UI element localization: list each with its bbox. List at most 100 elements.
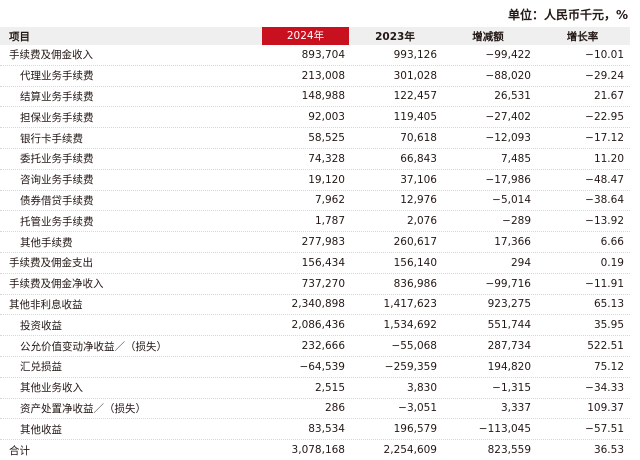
cell-growth-rate: −17.12 [585, 132, 624, 145]
cell-change: 923,275 [487, 298, 531, 311]
cell-growth-rate: 522.51 [587, 340, 624, 353]
cell-2023: 196,579 [393, 423, 437, 436]
cell-change: −113,045 [478, 423, 531, 436]
header-growth-rate: 增长率 [566, 30, 599, 43]
cell-2024: 277,983 [301, 236, 345, 249]
row-label: 担保业务手续费 [20, 111, 94, 124]
cell-growth-rate: 75.12 [593, 360, 624, 373]
cell-growth-rate: −11.91 [585, 277, 624, 290]
cell-2023: 122,457 [393, 90, 437, 103]
cell-2023: 1,417,623 [383, 298, 437, 311]
cell-change: 287,734 [487, 340, 531, 353]
table-row: 其他收益 83,534 196,579 −113,045 −57.51 [0, 419, 630, 441]
cell-growth-rate: −10.01 [585, 48, 624, 61]
cell-growth-rate: −13.92 [585, 215, 624, 228]
cell-2024: 58,525 [308, 132, 345, 145]
row-label: 代理业务手续费 [20, 70, 94, 83]
row-label: 结算业务手续费 [20, 90, 94, 103]
cell-change: −5,014 [492, 194, 531, 207]
cell-2024: 232,666 [301, 340, 345, 353]
cell-2023: 260,617 [393, 236, 437, 249]
cell-change: 551,744 [487, 319, 531, 332]
table-row: 其他手续费 277,983 260,617 17,366 6.66 [0, 232, 630, 253]
cell-2023: 37,106 [400, 173, 437, 186]
cell-2023: 156,140 [393, 256, 437, 269]
header-change: 增减额 [472, 30, 504, 43]
row-label: 其他业务收入 [20, 382, 83, 395]
row-label: 委托业务手续费 [20, 153, 94, 166]
cell-2023: 836,986 [393, 277, 437, 290]
row-label: 手续费及佣金收入 [9, 49, 93, 62]
table-body: 手续费及佣金收入 893,704 993,126 −99,422 −10.01 代理业务手… [0, 45, 630, 460]
header-item: 项目 [9, 30, 30, 43]
cell-2023: −55,068 [391, 340, 437, 353]
cell-2023: 993,126 [393, 48, 437, 61]
cell-2024: 2,515 [314, 381, 345, 394]
cell-2024: 2,086,436 [291, 319, 345, 332]
cell-growth-rate: 36.53 [593, 444, 624, 457]
cell-growth-rate: 65.13 [593, 298, 624, 311]
cell-2023: 3,830 [406, 381, 437, 394]
cell-2023: −259,359 [384, 360, 437, 373]
table-row: 汇兑损益 −64,539 −259,359 194,820 75.12 [0, 357, 630, 378]
cell-2024: 83,534 [308, 423, 345, 436]
cell-growth-rate: −34.33 [585, 381, 624, 394]
cell-growth-rate: 21.67 [593, 90, 624, 103]
cell-change: 823,559 [487, 444, 531, 457]
table-row: 银行卡手续费 58,525 70,618 −12,093 −17.12 [0, 128, 630, 149]
row-label: 合计 [9, 444, 30, 457]
cell-2023: 301,028 [393, 69, 437, 82]
cell-growth-rate: −38.64 [585, 194, 624, 207]
row-label: 托管业务手续费 [20, 215, 94, 228]
table-row: 委托业务手续费 74,328 66,843 7,485 11.20 [0, 149, 630, 170]
cell-2024: 213,008 [301, 69, 345, 82]
row-label: 手续费及佣金净收入 [9, 278, 104, 291]
cell-change: 294 [510, 256, 531, 269]
cell-2024: 156,434 [301, 256, 345, 269]
cell-2024: 1,787 [314, 215, 345, 228]
table-row: 结算业务手续费 148,988 122,457 26,531 21.67 [0, 87, 630, 108]
cell-change: −289 [502, 215, 531, 228]
income-table: 项目 2024年 2023年 增减额 增长率 手续费及佣金收入 893,704 99… [0, 27, 630, 460]
cell-change: −99,422 [485, 48, 531, 61]
table-row: 托管业务手续费 1,787 2,076 −289 −13.92 [0, 211, 630, 233]
row-label: 手续费及佣金支出 [9, 257, 93, 270]
cell-change: 194,820 [487, 360, 531, 373]
cell-2024: 737,270 [301, 277, 345, 290]
cell-change: −12,093 [485, 132, 531, 145]
table-row: 手续费及佣金支出 156,434 156,140 294 0.19 [0, 253, 630, 274]
cell-2023: −3,051 [398, 402, 437, 415]
table-row: 其他非利息收益 2,340,898 1,417,623 923,275 65.13 [0, 295, 630, 316]
cell-2024: 19,120 [308, 173, 345, 186]
cell-growth-rate: 6.66 [600, 236, 624, 249]
table-row: 合计 3,078,168 2,254,609 823,559 36.53 [0, 440, 630, 460]
cell-growth-rate: 0.19 [600, 256, 624, 269]
cell-2023: 119,405 [393, 111, 437, 124]
table-row: 资产处置净收益／（损失） 286 −3,051 3,337 109.37 [0, 399, 630, 420]
cell-change: 26,531 [494, 90, 531, 103]
cell-2024: 286 [324, 402, 345, 415]
table-row: 手续费及佣金净收入 737,270 836,986 −99,716 −11.91 [0, 274, 630, 295]
cell-2024: 148,988 [301, 90, 345, 103]
cell-change: −27,402 [485, 111, 531, 124]
cell-2024: 2,340,898 [291, 298, 345, 311]
cell-growth-rate: −22.95 [585, 111, 624, 124]
table-row: 代理业务手续费 213,008 301,028 −88,020 −29.24 [0, 66, 630, 87]
cell-2024: 893,704 [301, 48, 345, 61]
cell-change: 17,366 [494, 236, 531, 249]
cell-2023: 1,534,692 [383, 319, 437, 332]
row-label: 其他收益 [20, 423, 62, 436]
cell-2023: 2,254,609 [383, 444, 437, 457]
cell-2024: 3,078,168 [291, 444, 345, 457]
cell-change: 7,485 [500, 152, 531, 165]
row-label: 债券借贷手续费 [20, 194, 94, 207]
cell-growth-rate: −57.51 [585, 423, 624, 436]
header-2024: 2024年 [262, 27, 349, 45]
cell-growth-rate: 11.20 [593, 152, 624, 165]
header-2023: 2023年 [375, 30, 415, 43]
cell-2023: 70,618 [400, 132, 437, 145]
row-label: 其他手续费 [20, 236, 73, 249]
cell-change: 3,337 [500, 402, 531, 415]
cell-2024: −64,539 [299, 360, 345, 373]
